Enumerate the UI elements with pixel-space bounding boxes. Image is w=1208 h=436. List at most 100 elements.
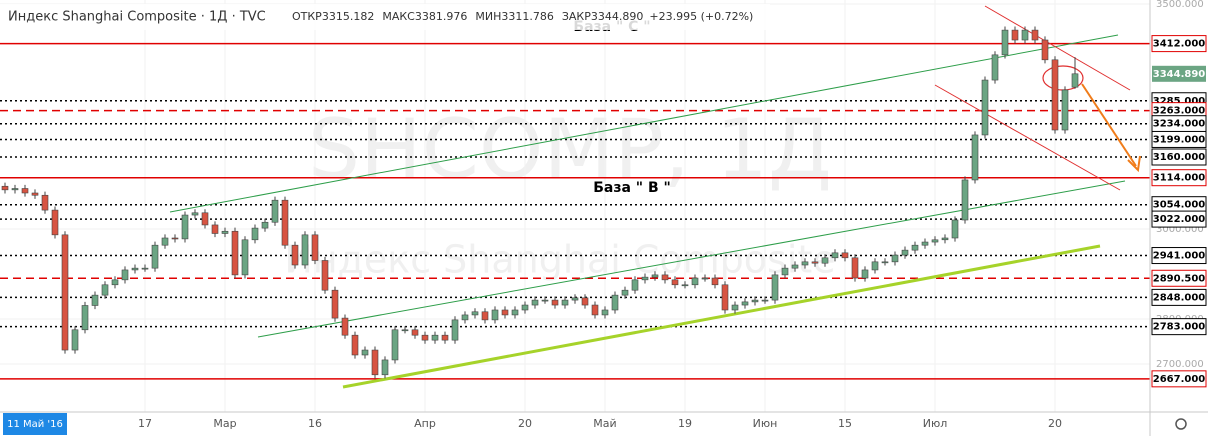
candle-body — [1021, 29, 1029, 41]
ohlc-value: 3344.890 — [591, 10, 644, 23]
last-price-box — [1152, 65, 1206, 82]
level-label-box — [1151, 288, 1207, 306]
x-tick-label: Апр — [414, 417, 436, 430]
candle-body — [81, 305, 89, 331]
candle-body — [981, 79, 989, 136]
candle-body — [11, 188, 19, 191]
candle-body — [281, 199, 289, 246]
level-label-box — [1151, 169, 1207, 187]
watermark: SHCOMP, 1Д — [308, 102, 832, 197]
y-tick-label: 3500.000 — [1156, 0, 1204, 10]
candle-body — [681, 284, 689, 287]
candle-body — [571, 297, 579, 301]
candle-body — [361, 349, 369, 356]
candle-body — [601, 309, 609, 316]
candle-body — [611, 294, 619, 311]
candle-body — [941, 237, 949, 241]
level-label: 2783.000 — [1153, 322, 1206, 333]
candle-body — [831, 252, 839, 259]
candle-body — [381, 359, 389, 376]
x-tick-label: Июн — [753, 417, 778, 430]
down-channel-line — [934, 84, 1121, 191]
candle-body — [841, 252, 849, 259]
candle-body — [111, 279, 119, 286]
candle-body — [191, 212, 199, 216]
candle-body — [271, 199, 279, 223]
header-title: Индекс Shanghai Composite · 1Д · TVC — [8, 10, 266, 25]
level-label-box — [1151, 148, 1207, 166]
candle-body — [1061, 89, 1069, 131]
annotation: База " B " — [593, 180, 671, 196]
candle-body — [951, 219, 959, 239]
support-line — [342, 244, 1101, 389]
candle-body — [911, 244, 919, 251]
candle-body — [171, 237, 179, 240]
ohlc-label: ЗАКР — [562, 10, 591, 23]
candle-body — [501, 309, 509, 316]
x-tick-label: 20 — [518, 417, 532, 430]
ohlc-value: 3381.976 — [415, 10, 468, 23]
candle-body — [71, 329, 79, 351]
header-background — [0, 4, 770, 30]
candle-body — [751, 299, 759, 303]
candle-body — [441, 334, 449, 341]
candle-body — [641, 276, 649, 281]
candle-body — [41, 194, 49, 211]
candle-body — [861, 269, 869, 279]
trend-channel-line — [169, 34, 1119, 213]
candle-body — [1, 185, 9, 191]
x-tick-label: 16 — [308, 417, 322, 430]
candle-body — [801, 261, 809, 266]
candle-body — [511, 309, 519, 316]
x-tick-label: 15 — [838, 417, 852, 430]
candle-body — [181, 214, 189, 240]
ohlc-change: +23.995 (+0.72%) — [649, 10, 753, 23]
candle-body — [701, 277, 709, 280]
x-tick-label: Мар — [213, 417, 236, 430]
candle-body — [461, 314, 469, 321]
candle-body — [291, 244, 299, 266]
candle-body — [151, 244, 159, 269]
candle-body — [61, 234, 69, 351]
x-tick-label: 19 — [678, 417, 692, 430]
candle-body — [931, 239, 939, 243]
candle-body — [1031, 29, 1039, 41]
level-label: 2667.000 — [1153, 374, 1206, 385]
level-label: 3054.000 — [1153, 200, 1206, 211]
level-label: 3263.000 — [1153, 106, 1206, 117]
candle-body — [331, 289, 339, 319]
candle-body — [851, 257, 859, 279]
candle-body — [1001, 29, 1009, 56]
x-tick-label: 17 — [138, 417, 152, 430]
candle-body — [341, 317, 349, 336]
y-tick-label: 3000.000 — [1156, 224, 1204, 235]
level-label-box — [1151, 318, 1207, 336]
candle-body — [651, 274, 659, 278]
level-label: 2941.000 — [1153, 251, 1206, 262]
candle-body — [741, 301, 749, 306]
candle-body — [881, 261, 889, 264]
candle-body — [321, 260, 329, 291]
candle-body — [781, 267, 789, 276]
level-label: 3285.000 — [1153, 96, 1206, 107]
candle-body — [51, 209, 59, 236]
candle-body — [811, 261, 819, 264]
candle-body — [521, 304, 529, 311]
candle-body — [531, 299, 539, 306]
candle-body — [91, 294, 99, 306]
candle-body — [631, 279, 639, 291]
candle-body — [471, 311, 479, 316]
settings-icon[interactable] — [1175, 418, 1187, 430]
level-label: 3199.000 — [1153, 134, 1206, 145]
candle-body — [791, 264, 799, 269]
level-label: 2890.500 — [1153, 273, 1206, 284]
candle-body — [671, 279, 679, 286]
candle-body — [971, 134, 979, 181]
ohlc-label: ОТКР — [292, 10, 322, 23]
candle-body — [431, 334, 439, 341]
candle-body — [871, 261, 879, 271]
